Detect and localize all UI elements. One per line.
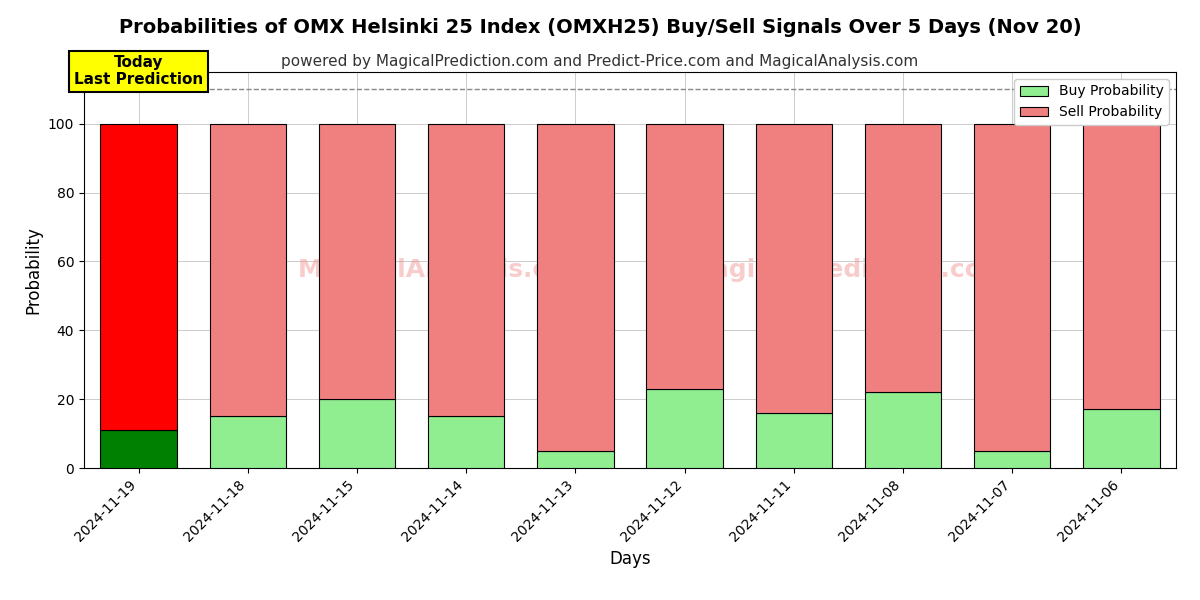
Text: MagicalAnalysis.com: MagicalAnalysis.com [298, 258, 592, 282]
Y-axis label: Probability: Probability [24, 226, 42, 314]
Bar [101, 124, 176, 430]
Bar [865, 124, 941, 392]
Bar [319, 399, 395, 468]
Bar [210, 416, 286, 468]
Bar [756, 413, 832, 468]
Legend: Buy Probability, Sell Probability: Buy Probability, Sell Probability [1014, 79, 1169, 125]
Bar [1084, 124, 1159, 409]
Bar [210, 124, 286, 416]
Bar [538, 124, 613, 451]
Text: powered by MagicalPrediction.com and Predict-Price.com and MagicalAnalysis.com: powered by MagicalPrediction.com and Pre… [281, 54, 919, 69]
Bar [319, 124, 395, 399]
Bar [647, 124, 722, 389]
Bar [865, 392, 941, 468]
Text: MagicalPrediction.com: MagicalPrediction.com [688, 258, 1009, 282]
Bar [974, 124, 1050, 451]
X-axis label: Days: Days [610, 550, 650, 568]
Bar [1084, 409, 1159, 468]
Bar [974, 451, 1050, 468]
Text: Today
Last Prediction: Today Last Prediction [74, 55, 203, 88]
Bar [101, 430, 176, 468]
Bar [756, 124, 832, 413]
Bar [428, 124, 504, 416]
Bar [647, 389, 722, 468]
Text: Probabilities of OMX Helsinki 25 Index (OMXH25) Buy/Sell Signals Over 5 Days (No: Probabilities of OMX Helsinki 25 Index (… [119, 18, 1081, 37]
Bar [428, 416, 504, 468]
Bar [538, 451, 613, 468]
